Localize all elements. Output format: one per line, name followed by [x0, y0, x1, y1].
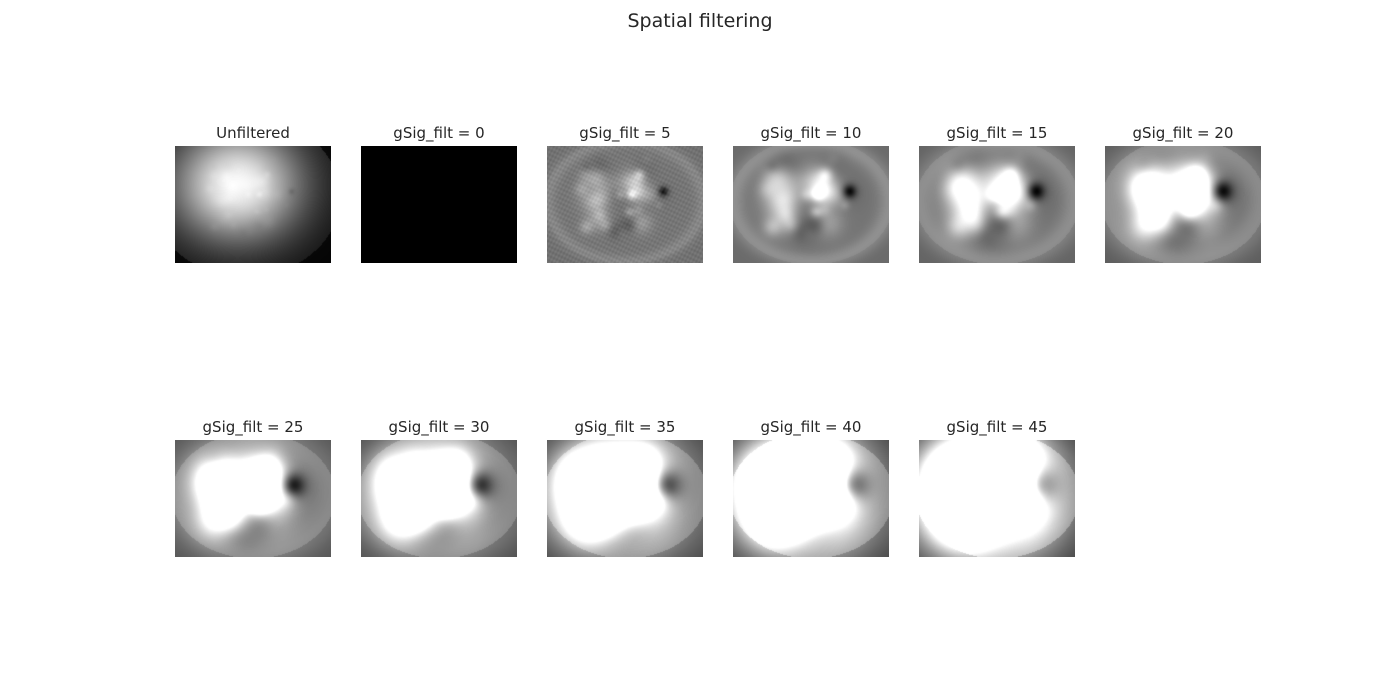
panel-gsig-0: gSig_filt = 0: [361, 125, 517, 263]
filtered-image-gsig-45: [919, 440, 1075, 557]
panel-title: gSig_filt = 5: [579, 124, 671, 142]
filtered-image-gsig-10: [733, 146, 889, 263]
filtered-image-gsig-40: [733, 440, 889, 557]
panel-title: gSig_filt = 40: [760, 418, 862, 436]
panel-title: gSig_filt = 20: [1132, 124, 1234, 142]
panel-gsig-45: gSig_filt = 45: [919, 419, 1075, 557]
filtered-image-gsig-35: [547, 440, 703, 557]
panel-gsig-10: gSig_filt = 10: [733, 125, 889, 263]
filtered-image-gsig-15: [919, 146, 1075, 263]
filtered-image-gsig-20: [1105, 146, 1261, 263]
panel-gsig-35: gSig_filt = 35: [547, 419, 703, 557]
filtered-image-gsig-0: [361, 146, 517, 263]
panel-title: gSig_filt = 35: [574, 418, 676, 436]
filtered-image-gsig-25: [175, 440, 331, 557]
panel-gsig-25: gSig_filt = 25: [175, 419, 331, 557]
figure-title: Spatial filtering: [627, 10, 773, 32]
panel-title: gSig_filt = 25: [202, 418, 304, 436]
panel-title: gSig_filt = 45: [946, 418, 1048, 436]
panel-unfiltered: Unfiltered: [175, 125, 331, 263]
unfiltered-image: [175, 146, 331, 263]
panel-title: gSig_filt = 10: [760, 124, 862, 142]
panel-title: gSig_filt = 15: [946, 124, 1048, 142]
panel-gsig-40: gSig_filt = 40: [733, 419, 889, 557]
panel-gsig-5: gSig_filt = 5: [547, 125, 703, 263]
filtered-image-gsig-5: [547, 146, 703, 263]
panel-title: gSig_filt = 0: [393, 124, 485, 142]
panel-gsig-30: gSig_filt = 30: [361, 419, 517, 557]
panel-title: Unfiltered: [216, 124, 290, 142]
panel-title: gSig_filt = 30: [388, 418, 490, 436]
panel-gsig-20: gSig_filt = 20: [1105, 125, 1261, 263]
panel-gsig-15: gSig_filt = 15: [919, 125, 1075, 263]
filtered-image-gsig-30: [361, 440, 517, 557]
